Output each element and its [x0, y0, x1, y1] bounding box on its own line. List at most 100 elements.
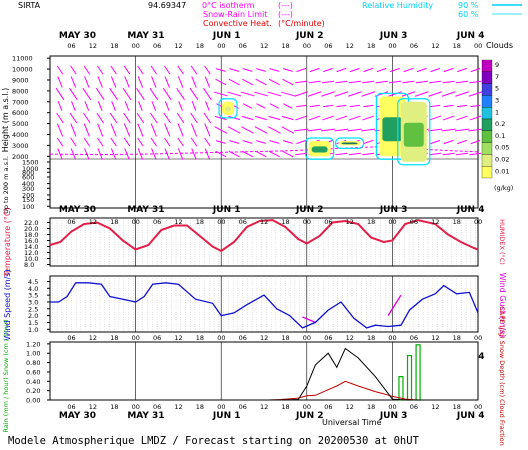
wind-hour-label: 06 [410, 334, 418, 342]
wind-hour-label: 18 [367, 334, 375, 342]
wind-arrow-icon [254, 91, 268, 97]
cloud-hour-label: 18 [453, 42, 461, 50]
temp-hour-label: 12 [260, 218, 268, 226]
isotherm-label: 0°C isotherm [202, 1, 255, 10]
wind-arrow-icon [294, 91, 308, 97]
colorbar-tick-label: 1 [495, 108, 499, 116]
precip-hour-label: 12 [346, 403, 354, 411]
temperature-panel: 8.010.012.014.016.018.020.022.0 Temperatu… [3, 205, 506, 278]
wind-arrow-icon [349, 67, 360, 73]
wind-arrow-icon [307, 91, 322, 97]
wind-arrow-icon [415, 80, 428, 84]
wind-arrow-icon [455, 80, 469, 84]
colorbar-tick-label: 0.05 [495, 144, 509, 152]
wind-hour-label: 12 [174, 334, 182, 342]
wind-ytick-label: 4.0 [28, 285, 38, 293]
wind-arrow-icon [361, 91, 375, 97]
cloud-ytick-upper: 11000 [12, 55, 33, 63]
precip-bottom-date-label: MAY 30 [59, 411, 96, 421]
precip-plot-frame [49, 341, 479, 401]
wind-arrow-icon [178, 101, 183, 111]
wind-arrow-icon [443, 104, 454, 108]
colorbar-swatch [481, 95, 493, 108]
wind-arrow-icon [124, 76, 130, 88]
temp-ytick-label: 18.0 [24, 231, 38, 239]
precip-hour-label: 00 [388, 403, 396, 411]
colorbar-swatch [481, 107, 493, 120]
wind-arrow-icon [362, 115, 375, 121]
wind-hour-label: 12 [260, 334, 268, 342]
wind-arrow-icon [137, 76, 144, 88]
cloud-rh-contour [218, 98, 238, 119]
temp-date-label: JUN 2 [295, 205, 324, 215]
wind-arrow-icon [430, 67, 441, 73]
wind-arrow-icon [190, 112, 198, 124]
wind-arrow-icon [110, 76, 117, 88]
wind-arrow-icon [348, 115, 361, 121]
cloud-ytick-lower: 150 [22, 196, 34, 204]
wind-arrow-icon [255, 78, 267, 86]
wind-hour-label: 00 [303, 334, 311, 342]
wind-arrow-icon [97, 148, 103, 160]
wind-arrow-icon [70, 76, 77, 88]
wind-arrow-icon [281, 115, 294, 121]
wind-arrow-icon [176, 87, 185, 101]
temp-ylabel: Temperature (°C) [3, 207, 12, 277]
wind-arrow-icon [57, 148, 63, 160]
wind-arrow-icon [136, 112, 145, 124]
cloud-date-label: JUN 3 [379, 31, 408, 41]
precip-ylabel: Rain (mm / hour) Snow (cm / hour) [2, 319, 10, 432]
wind-arrow-icon [242, 68, 253, 72]
precip-hour-label: 18 [281, 403, 289, 411]
wind-arrow-icon [57, 101, 63, 111]
cloud-hour-label: 12 [260, 42, 268, 50]
wind-arrow-icon [123, 112, 131, 124]
forecast-caption: Modele Atmospherique LMDZ / Forecast sta… [8, 435, 420, 447]
wind-ytick-label: 1.5 [28, 319, 38, 327]
temp-date-label: MAY 30 [59, 205, 96, 215]
wind-arrow-icon [84, 101, 90, 111]
wind-hour-label: 06 [153, 334, 161, 342]
wind-arrow-icon [269, 140, 280, 144]
wind-arrow-icon [138, 101, 143, 111]
wind-arrow-icon [177, 148, 184, 160]
wind-arrow-icon [469, 80, 482, 84]
wind-arrow-icon [242, 78, 254, 86]
wind-arrow-icon [109, 87, 118, 101]
colorbar-title: Clouds [486, 41, 513, 50]
wind-gust-line [302, 294, 402, 323]
cloud-hour-label: 06 [153, 42, 161, 50]
wind-arrow-icon [213, 91, 228, 97]
wind-arrow-icon [348, 91, 362, 97]
wind-arrow-icon [215, 140, 226, 144]
precip-hour-label: 12 [431, 403, 439, 411]
wind-arrow-icon [282, 68, 293, 72]
wind-arrow-icon [322, 104, 334, 108]
wind-hour-label: 00 [474, 334, 482, 342]
wind-arrow-icon [110, 148, 117, 160]
wind-arrow-icon [363, 139, 374, 145]
wind-plot-frame [49, 275, 479, 333]
cloud-hour-label: 18 [281, 42, 289, 50]
wind-arrow-icon [95, 87, 105, 101]
wind-arrow-icon [255, 115, 267, 121]
precip-ytick-label: 0.60 [26, 368, 40, 376]
cloud-ytick-lower: 1000 [22, 165, 39, 173]
wind-arrow-icon [83, 123, 90, 137]
temp-hour-label: 12 [346, 218, 354, 226]
wind-arrow-icon [151, 76, 157, 88]
precip-hour-label: 18 [453, 403, 461, 411]
cloud-hour-label: 06 [67, 42, 75, 50]
wind-arrow-icon [336, 67, 347, 73]
temp-date-label: JUN 4 [456, 205, 485, 215]
precip-ytick-label: 1.20 [26, 340, 40, 348]
cloud-patch-core [341, 142, 358, 145]
wind-arrow-icon [296, 104, 307, 108]
wind-arrow-icon [323, 67, 333, 73]
temp-date-label: MAY 31 [127, 205, 164, 215]
wind-arrow-icon [70, 137, 77, 147]
precip-ytick-label: 0.00 [26, 397, 40, 405]
wind-arrow-icon [82, 87, 92, 101]
temp-hour-label: 18 [110, 218, 118, 226]
wind-arrow-icon [441, 128, 456, 132]
